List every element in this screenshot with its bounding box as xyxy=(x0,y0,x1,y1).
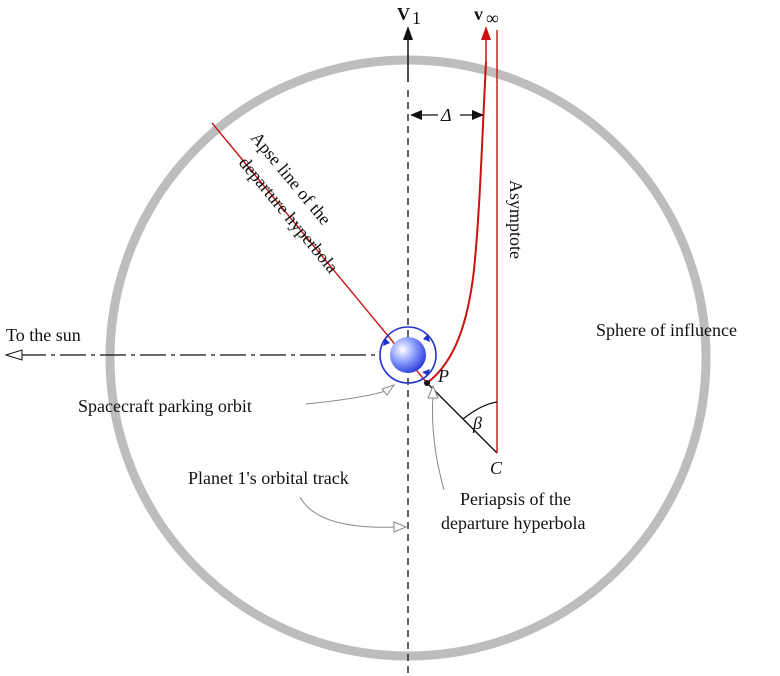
delta-arrow-right xyxy=(472,110,484,120)
periapsis-label-1: Periapsis of the xyxy=(460,489,571,509)
parking-orbit-leader xyxy=(305,389,390,405)
sun-direction-arrow-head xyxy=(4,349,23,361)
delta-arrow-left xyxy=(410,110,422,120)
vinf-subscript: ∞ xyxy=(486,8,499,28)
parking-orbit-label: Spacecraft parking orbit xyxy=(78,396,252,416)
vinf-label: v xyxy=(474,4,483,24)
orbital-track-label: Planet 1's orbital track xyxy=(188,468,349,488)
v1-label: V xyxy=(397,4,410,24)
periapsis-leader-head xyxy=(427,384,439,399)
parking-orbit-circle xyxy=(379,326,437,384)
sphere-label: Sphere of influence xyxy=(596,320,737,340)
orbit-arrow-2 xyxy=(383,338,390,346)
v1-subscript: 1 xyxy=(412,8,421,28)
periapsis-to-center-line xyxy=(426,382,498,454)
asymptote-label: Asymptote xyxy=(506,180,526,259)
delta-label: Δ xyxy=(440,105,452,125)
orbital-track-leader-head xyxy=(393,521,408,533)
orbit-arrow-1 xyxy=(423,334,430,342)
to-sun-label: To the sun xyxy=(6,325,81,345)
periapsis-leader xyxy=(431,394,445,491)
departure-hyperbola-curve xyxy=(426,61,487,384)
planet-body xyxy=(390,337,426,373)
point-p-label: P xyxy=(437,366,449,386)
point-c-label: C xyxy=(490,458,503,478)
orbit-arrow-3 xyxy=(422,369,430,376)
vinf-arrow-head xyxy=(481,26,491,40)
apse-line xyxy=(211,122,428,384)
beta-label: β xyxy=(472,413,482,433)
periapsis-label-2: departure hyperbola xyxy=(441,513,585,533)
v1-arrow-head xyxy=(403,26,413,40)
beta-angle-arc xyxy=(462,401,498,420)
periapsis-point xyxy=(424,380,430,386)
parking-orbit-leader-head xyxy=(381,384,396,396)
orbital-track-leader xyxy=(299,496,397,528)
